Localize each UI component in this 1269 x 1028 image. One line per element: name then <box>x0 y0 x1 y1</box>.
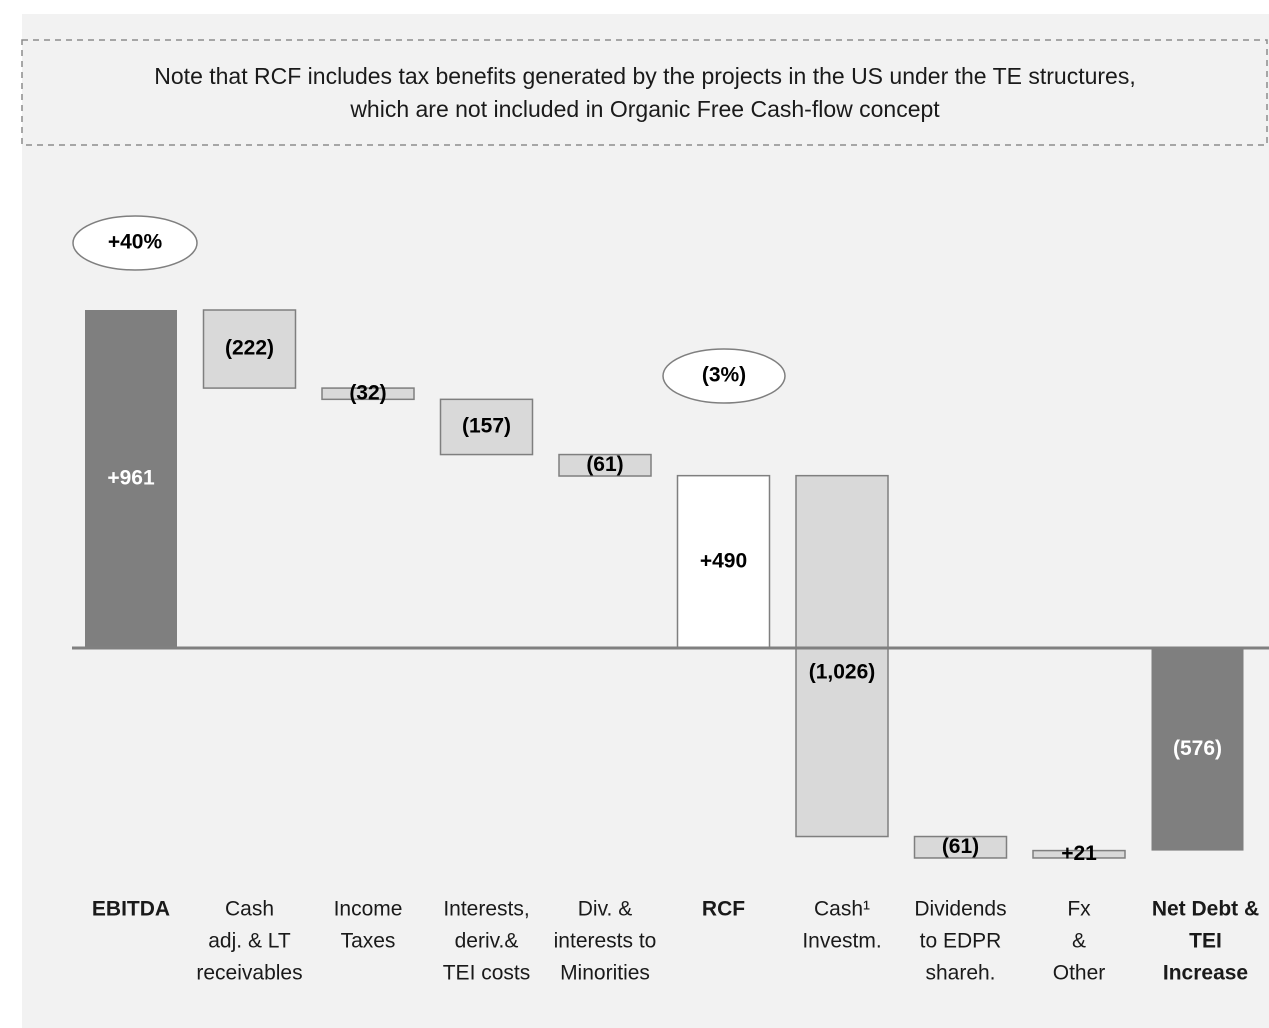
value-label: (61) <box>586 453 623 476</box>
value-label: (61) <box>942 835 979 858</box>
category-label: adj. & LT <box>208 930 291 953</box>
category-label: Div. & <box>578 898 632 921</box>
category-label: interests to <box>554 930 657 953</box>
category-label: RCF <box>702 898 745 921</box>
annotation: +40% <box>108 231 163 254</box>
value-label: +21 <box>1061 842 1097 865</box>
category-label: Cash¹ <box>814 898 870 921</box>
bar <box>85 310 177 648</box>
category-label: Minorities <box>560 962 650 985</box>
category-label: shareh. <box>925 962 995 985</box>
background <box>22 14 1269 1028</box>
value-label: +961 <box>107 467 155 490</box>
value-label: (1,026) <box>809 661 876 684</box>
bar <box>202 309 297 389</box>
bar <box>558 453 652 477</box>
annotation-bubble <box>72 215 198 271</box>
category-label: TEI costs <box>443 962 531 985</box>
note-line: Note that RCF includes tax benefits gene… <box>154 63 1135 89</box>
bar <box>795 474 889 838</box>
category-label: EBITDA <box>92 898 170 921</box>
category-label: Investm. <box>802 930 881 953</box>
note-line: which are not included in Organic Free C… <box>349 96 940 122</box>
value-label: (222) <box>225 337 274 360</box>
category-label: to EDPR <box>920 930 1002 953</box>
category-label: Taxes <box>341 930 396 953</box>
category-label: Fx <box>1067 898 1091 921</box>
note-box <box>21 39 1268 146</box>
bar <box>913 835 1008 859</box>
category-label: Income <box>334 898 403 921</box>
category-label: Other <box>1053 962 1106 985</box>
value-label: (576) <box>1173 737 1222 760</box>
annotation-bubble <box>662 348 786 404</box>
bar <box>676 474 771 649</box>
category-label: TEI <box>1189 930 1222 953</box>
value-label: (157) <box>462 414 511 437</box>
category-label: deriv.& <box>455 930 519 953</box>
category-label: receivables <box>196 962 302 985</box>
bar <box>321 387 415 401</box>
category-label: Net Debt & <box>1152 898 1259 921</box>
annotation: (3%) <box>702 364 746 387</box>
bar <box>1032 849 1126 859</box>
category-label: Cash <box>225 898 274 921</box>
category-label: Increase <box>1163 962 1248 985</box>
category-label: & <box>1072 930 1086 953</box>
bar <box>439 398 534 456</box>
category-label: Interests, <box>443 898 529 921</box>
bar <box>1151 648 1244 851</box>
category-label: Dividends <box>914 898 1006 921</box>
value-label: (32) <box>349 381 386 404</box>
value-label: +490 <box>700 549 747 572</box>
